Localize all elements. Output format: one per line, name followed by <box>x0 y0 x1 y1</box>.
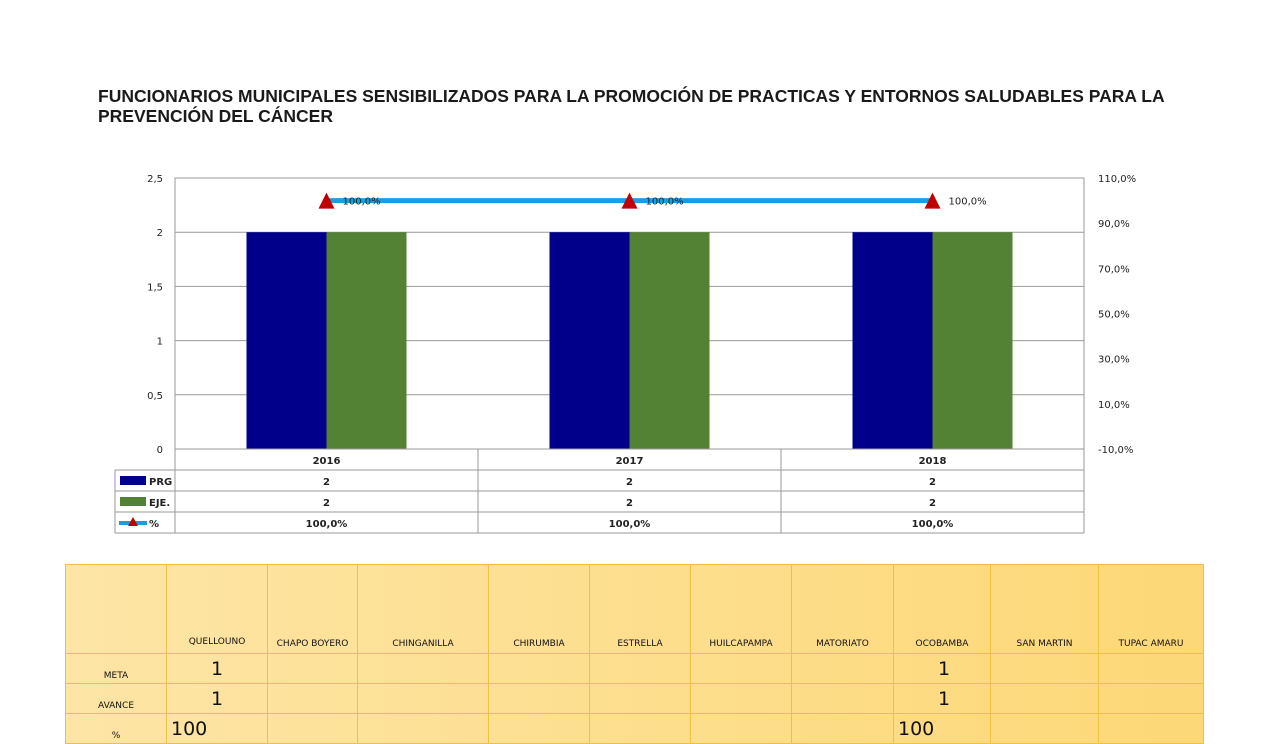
data-table-cell: 100,0% <box>306 519 348 530</box>
y-left-tick-label: 2 <box>157 228 163 239</box>
y-right-tick-label: 30,0% <box>1098 355 1130 366</box>
column-header: CHINGANILLA <box>357 564 489 654</box>
table-cell <box>990 713 1099 744</box>
table-row: % 100 100 <box>65 713 1204 744</box>
bar-eje <box>629 232 710 449</box>
municipality-table: QUELLOUNO CHAPO BOYERO CHINGANILLA CHIRUMBI… <box>65 564 1204 744</box>
combo-chart: 0 0,5 1 1,5 2 2,5 -10,0% 10,0% 30,0% 50,0% 70,0% 90… <box>114 174 1136 534</box>
table-cell <box>1098 713 1204 744</box>
data-table-cell: 2 <box>929 477 936 488</box>
table-cell <box>791 683 894 714</box>
row-label: AVANCE <box>65 683 167 714</box>
table-cell <box>488 653 590 684</box>
y-left-tick-label: 1 <box>157 337 163 348</box>
legend-label: PRG <box>149 477 172 488</box>
y-right-tick-label: 90,0% <box>1098 219 1130 230</box>
table-corner <box>65 564 167 654</box>
column-header: HUILCAPAMPA <box>690 564 792 654</box>
chart-title: FUNCIONARIOS MUNICIPALES SENSIBILIZADOS … <box>98 86 1164 126</box>
table-cell <box>791 653 894 684</box>
legend-label: EJE. <box>149 498 170 509</box>
row-label: % <box>65 713 167 744</box>
table-cell: 1 <box>166 653 268 684</box>
y-right-tick-label: -10,0% <box>1098 445 1133 456</box>
table-cell <box>267 713 358 744</box>
y-left-tick-label: 1,5 <box>147 282 163 293</box>
table-cell <box>357 683 489 714</box>
column-header: ESTRELLA <box>589 564 691 654</box>
column-header: CHAPO BOYERO <box>267 564 358 654</box>
data-table-cell: 100,0% <box>609 519 651 530</box>
table-cell <box>267 653 358 684</box>
line-marker <box>621 192 638 209</box>
legend-key-bar <box>120 497 146 506</box>
row-label: META <box>65 653 167 684</box>
bar-prg <box>246 232 328 449</box>
column-header: SAN MARTIN <box>990 564 1099 654</box>
y-left-tick-label: 2,5 <box>147 174 163 185</box>
data-label: 100,0% <box>949 197 987 208</box>
x-category-label: 2018 <box>919 456 947 467</box>
data-table-cell: 2 <box>626 498 633 509</box>
table-row: META 1 1 <box>65 653 1204 684</box>
legend-label: % <box>149 519 159 530</box>
data-table-cell: 2 <box>929 498 936 509</box>
table-cell <box>990 653 1099 684</box>
y-right-tick-label: 50,0% <box>1098 310 1130 321</box>
table-cell <box>267 683 358 714</box>
data-label: 100,0% <box>646 197 684 208</box>
table-cell <box>357 653 489 684</box>
table-cell <box>690 713 792 744</box>
y-right-tick-label: 110,0% <box>1098 174 1136 185</box>
table-cell <box>589 653 691 684</box>
data-table-cell: 2 <box>323 477 330 488</box>
table-cell <box>990 683 1099 714</box>
bar-eje <box>326 232 407 449</box>
table-cell <box>791 713 894 744</box>
column-header: QUELLOUNO <box>166 564 268 654</box>
data-table-cell: 100,0% <box>912 519 954 530</box>
bar-prg <box>549 232 631 449</box>
table-cell: 100 <box>893 713 991 744</box>
table-cell: 1 <box>893 653 991 684</box>
table-cell <box>1098 683 1204 714</box>
table-cell <box>1098 653 1204 684</box>
legend-key-marker <box>128 517 138 526</box>
line-marker <box>924 192 941 209</box>
line-marker <box>318 192 335 209</box>
data-table-cell: 2 <box>323 498 330 509</box>
data-label: 100,0% <box>343 197 381 208</box>
table-cell: 100 <box>166 713 268 744</box>
bar-prg <box>852 232 934 449</box>
table-cell: 1 <box>166 683 268 714</box>
legend-key-bar <box>120 476 146 485</box>
data-table-cell: 2 <box>626 477 633 488</box>
x-category-label: 2017 <box>616 456 644 467</box>
table-cell <box>488 683 590 714</box>
column-header: CHIRUMBIA <box>488 564 590 654</box>
y-left-tick-label: 0,5 <box>147 391 163 402</box>
column-header: OCOBAMBA <box>893 564 991 654</box>
y-right-tick-label: 70,0% <box>1098 264 1130 275</box>
table-cell <box>690 683 792 714</box>
y-left-tick-label: 0 <box>157 445 163 456</box>
table-cell: 1 <box>893 683 991 714</box>
table-cell <box>357 713 489 744</box>
bar-eje <box>932 232 1013 449</box>
column-header: TUPAC AMARU <box>1098 564 1204 654</box>
table-header-row: QUELLOUNO CHAPO BOYERO CHINGANILLA CHIRUMBI… <box>65 564 1204 654</box>
x-category-label: 2016 <box>313 456 341 467</box>
table-cell <box>589 683 691 714</box>
table-cell <box>690 653 792 684</box>
y-right-tick-label: 10,0% <box>1098 400 1130 411</box>
table-cell <box>589 713 691 744</box>
table-row: AVANCE 1 1 <box>65 683 1204 714</box>
column-header: MATORIATO <box>791 564 894 654</box>
table-cell <box>488 713 590 744</box>
